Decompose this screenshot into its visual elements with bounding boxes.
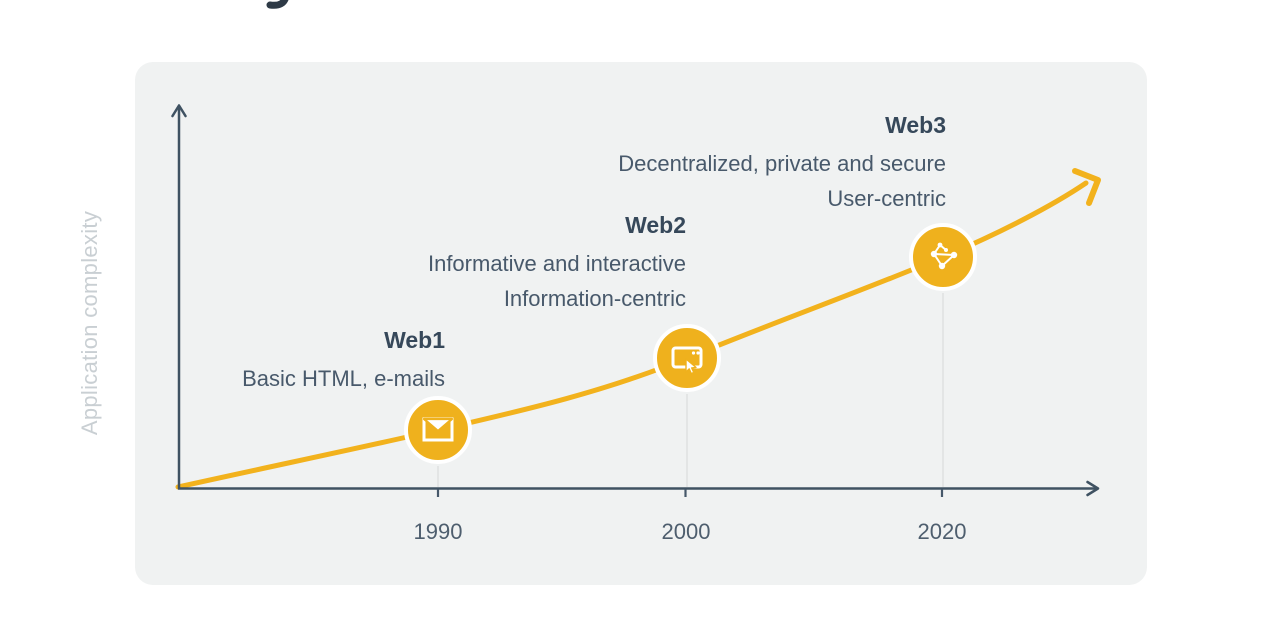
y-axis-label: Application complexity [77, 210, 102, 436]
y-axis-arrowhead [171, 104, 187, 118]
growth-curve-arrowhead [1072, 168, 1101, 206]
milestone-node-web2 [653, 324, 721, 392]
milestone-web1: Web1 Basic HTML, e-mails [242, 327, 445, 396]
x-tick-label-2000: 2000 [661, 519, 711, 544]
milestone-web2-title: Web2 [625, 212, 686, 238]
milestone-web3-line: Decentralized, private and secure [618, 151, 946, 176]
cropped-title-glyph [266, 0, 289, 9]
chart-panel [135, 62, 1147, 585]
milestone-node-web1 [404, 396, 472, 464]
milestone-web1-line: Basic HTML, e-mails [242, 366, 445, 391]
network-nodes-icon [930, 242, 958, 270]
browser-cursor-icon [671, 346, 703, 375]
milestone-web2-line: Information-centric [503, 286, 686, 311]
milestone-web3: Web3 Decentralized, private and secure U… [618, 112, 946, 216]
x-tick-label-2020: 2020 [917, 519, 967, 544]
milestone-node-web3 [909, 223, 977, 291]
envelope-icon [422, 417, 454, 442]
x-axis-arrowhead [1086, 480, 1100, 497]
milestone-web2-line: Informative and interactive [427, 251, 686, 276]
x-tick-label-1990: 1990 [413, 519, 463, 544]
milestone-web3-title: Web3 [885, 112, 946, 138]
milestone-web2: Web2 Informative and interactive Informa… [428, 212, 686, 316]
milestone-web3-line: User-centric [827, 186, 946, 211]
milestone-web1-title: Web1 [384, 327, 445, 353]
